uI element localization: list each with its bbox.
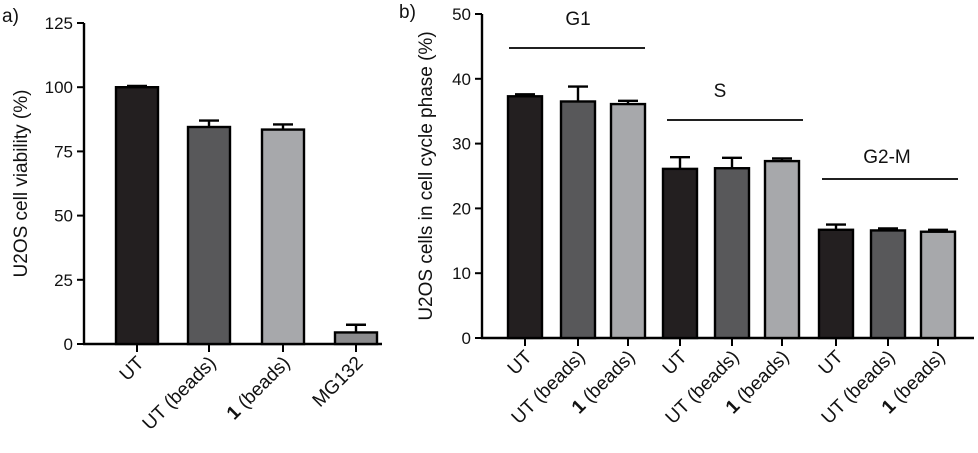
bar: [919, 230, 957, 340]
group-label: G2-M: [863, 147, 911, 168]
bar: [817, 228, 855, 340]
bar: [260, 128, 306, 346]
panel-label: b): [399, 2, 416, 23]
y-axis-label: U2OS cells in cell cycle phase (%): [416, 31, 437, 320]
y-tick-label: 75: [54, 142, 73, 161]
y-tick-label: 125: [45, 14, 73, 33]
y-tick-label: 20: [452, 199, 471, 218]
y-tick-label: 50: [452, 5, 471, 24]
bar: [661, 167, 699, 340]
bar: [763, 159, 801, 340]
y-axis-label: U2OS cell viability (%): [11, 90, 32, 278]
y-tick-label: 10: [452, 264, 471, 283]
bar: [559, 100, 597, 340]
y-tick-label: 100: [45, 78, 73, 97]
x-tick-label: UT: [659, 346, 692, 379]
y-tick-label: 40: [452, 70, 471, 89]
bar: [114, 85, 160, 346]
y-tick-label: 50: [54, 207, 73, 226]
bar: [869, 229, 907, 340]
bar: [713, 167, 751, 340]
x-tick-label: UT: [116, 352, 149, 385]
y-tick-label: 25: [54, 271, 73, 290]
y-tick-label: 0: [462, 329, 471, 348]
x-tick-label: UT: [504, 346, 537, 379]
panel-a: a) U2OS cell viability (%) 0 25 50 75 100 125 UT…: [2, 6, 382, 434]
group-label: S: [714, 81, 727, 102]
bar: [186, 125, 232, 346]
x-tick-label: UT: [815, 346, 848, 379]
panel-label: a): [2, 6, 19, 27]
bar: [506, 95, 544, 340]
group-label: G1: [565, 9, 590, 30]
bar: [609, 102, 647, 340]
bar: [333, 331, 379, 346]
y-tick-label: 30: [452, 135, 471, 154]
y-tick-label: 0: [64, 335, 73, 354]
panel-b: b)U2OS cells in cell cycle phase (%) 0 10 2…: [399, 2, 974, 428]
x-tick-label: MG132: [309, 353, 368, 412]
x-tick-label: UT (beads): [139, 353, 221, 435]
x-tick-label: 1 (beads): [223, 353, 295, 425]
